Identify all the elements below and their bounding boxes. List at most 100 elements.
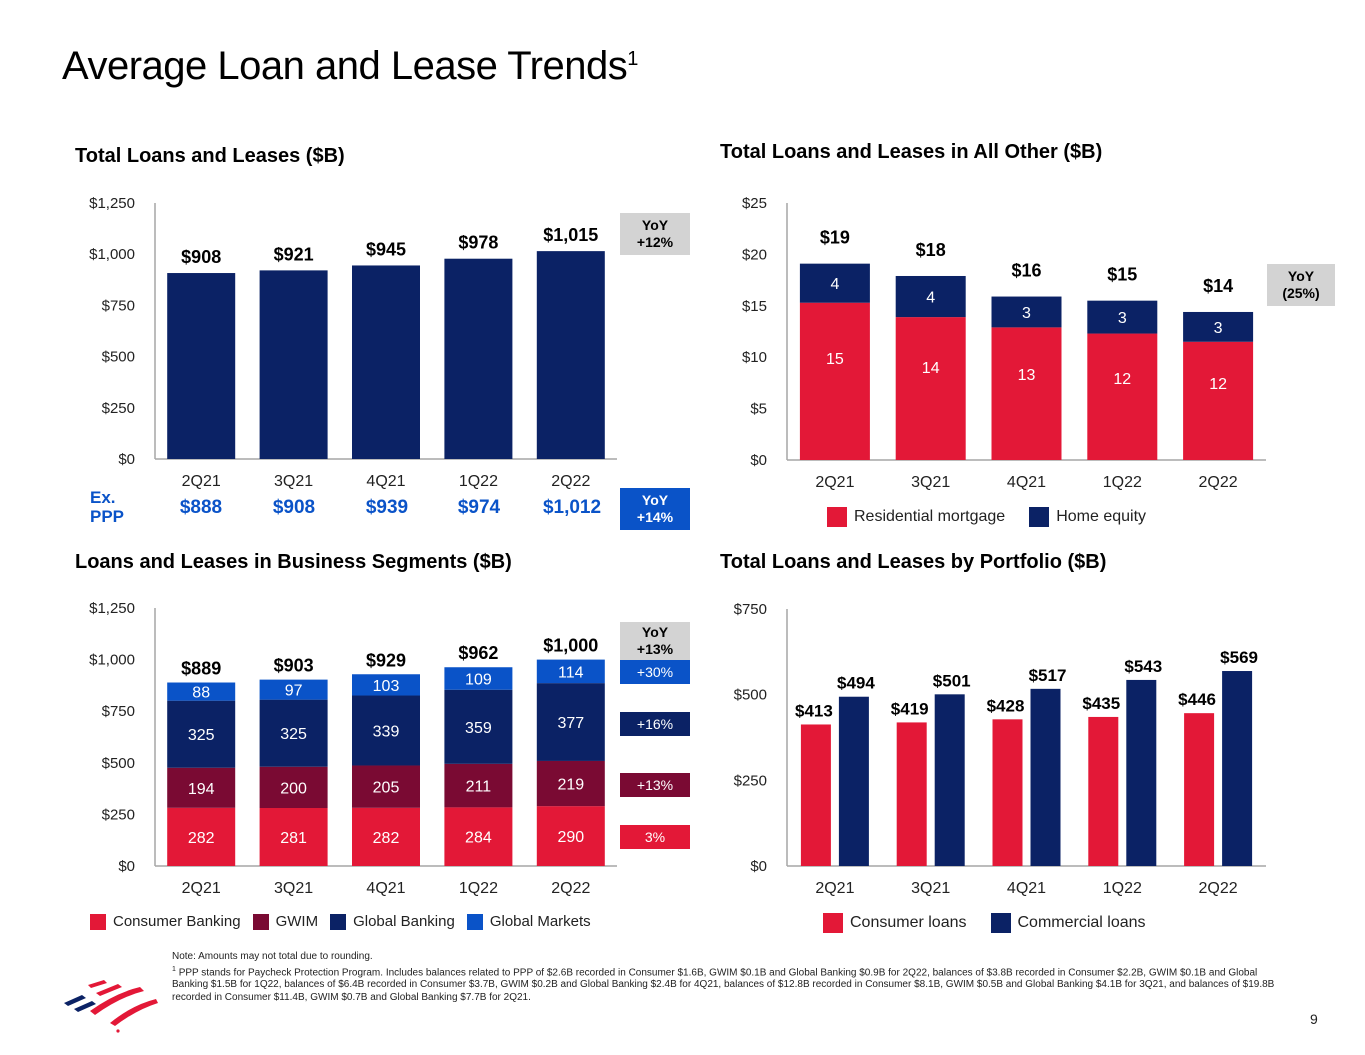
bar-segment xyxy=(536,806,605,866)
x-tick-label: 4Q21 xyxy=(366,473,405,490)
bar-segment xyxy=(1183,311,1254,342)
legend-swatch xyxy=(990,913,1011,933)
legend-item-commercial-loans: Commercial loans xyxy=(990,913,1146,933)
x-tick-label: 1Q22 xyxy=(459,880,498,897)
bar-segment xyxy=(352,695,420,766)
bar-segment xyxy=(536,760,605,807)
y-tick-label: $250 xyxy=(102,400,135,417)
segment-value-label: 200 xyxy=(280,780,307,797)
legend-item-home-equity: Home equity xyxy=(1029,507,1146,527)
bar-segment xyxy=(1087,300,1158,334)
y-tick-label: $750 xyxy=(102,297,135,314)
bar-segment xyxy=(259,808,328,866)
yoy-box-all-other: YoY (25%) xyxy=(1267,264,1335,306)
bar xyxy=(352,265,420,459)
x-tick-label: 2Q21 xyxy=(815,474,854,491)
bar-total-label: $889 xyxy=(181,659,221,679)
segment-value-label: 325 xyxy=(188,727,215,744)
yoy-box-business-segments: YoY +13% xyxy=(620,622,690,660)
legend-all-other: Residential mortgage Home equity xyxy=(827,507,1162,527)
footnote-text: PPP stands for Paycheck Protection Progr… xyxy=(172,966,1275,1003)
bar-total-label: $929 xyxy=(366,650,406,670)
legend-by-portfolio: Consumer loans Commercial loans xyxy=(823,913,1162,933)
ex-ppp-label-line1: Ex. xyxy=(90,488,116,507)
bar xyxy=(800,724,831,866)
bar xyxy=(1222,671,1253,866)
y-tick-label: $0 xyxy=(118,858,135,875)
bar-total-label: $14 xyxy=(1203,276,1233,296)
bar xyxy=(167,273,236,459)
x-tick-label: 2Q22 xyxy=(1199,880,1238,897)
legend-swatch xyxy=(1029,507,1050,527)
segment-value-label: 359 xyxy=(465,720,492,737)
bar-value-label: $1,015 xyxy=(543,225,598,245)
y-tick-label: $1,000 xyxy=(89,246,135,263)
segment-value-label: 194 xyxy=(188,781,215,798)
segment-value-label: 211 xyxy=(466,779,492,796)
segment-value-label: 114 xyxy=(558,664,584,681)
footnote-marker: 1 xyxy=(172,965,176,973)
legend-item-gwim: GWIM xyxy=(252,913,319,930)
yoy-box-ex-ppp: YoY +14% xyxy=(620,488,690,530)
logo-registered-mark xyxy=(116,1029,120,1033)
legend-label: GWIM xyxy=(275,913,319,930)
page-title-text: Average Loan and Lease Trends xyxy=(62,44,628,88)
segment-value-label: 14 xyxy=(922,360,940,377)
y-tick-label: $500 xyxy=(734,687,767,704)
y-tick-label: $20 xyxy=(742,246,767,263)
y-tick-label: $250 xyxy=(734,772,767,789)
bar-value-label: $569 xyxy=(1220,648,1258,667)
x-tick-label: 3Q21 xyxy=(911,474,950,491)
x-tick-label: 3Q21 xyxy=(911,880,950,897)
yoy-value: +13% xyxy=(636,641,674,657)
segment-value-label: 205 xyxy=(373,780,400,797)
logo-navy-stripes xyxy=(64,995,96,1012)
x-tick-label: 3Q21 xyxy=(274,473,313,490)
bar-segment xyxy=(536,683,605,761)
footnote-1: 1 PPP stands for Paycheck Protection Pro… xyxy=(172,964,1282,1005)
bar-segment xyxy=(1183,341,1254,460)
yoy-label: YoY xyxy=(641,624,669,640)
bar-value-label: $446 xyxy=(1178,690,1216,709)
bar-value-label: $543 xyxy=(1124,657,1162,676)
bar xyxy=(1030,688,1061,866)
bar-segment xyxy=(444,689,513,764)
y-tick-label: $500 xyxy=(102,349,135,366)
bar-value-label: $908 xyxy=(181,247,221,267)
y-tick-label: $5 xyxy=(750,401,767,418)
x-tick-label: 1Q22 xyxy=(1103,474,1142,491)
legend-swatch xyxy=(90,913,106,930)
bar-total-label: $15 xyxy=(1107,265,1137,285)
bank-flag-logo xyxy=(64,980,158,1033)
bar-segment xyxy=(895,317,966,460)
bar-segment xyxy=(799,302,870,460)
segment-value-label: 13 xyxy=(1018,367,1036,384)
segment-value-label: 284 xyxy=(465,830,492,847)
ex-ppp-value: $1,012 xyxy=(542,497,602,518)
y-tick-label: $0 xyxy=(750,452,767,469)
footnote-note: Note: Amounts may not total due to round… xyxy=(172,951,373,962)
legend-item-global-banking: Global Banking xyxy=(330,913,455,930)
bar-segment xyxy=(536,659,605,684)
bar-total-label: $1,000 xyxy=(543,636,598,656)
yoy-value: (25%) xyxy=(1282,285,1320,301)
bar xyxy=(444,258,513,459)
bar-value-label: $494 xyxy=(837,674,875,693)
legend-item-consumer-loans: Consumer loans xyxy=(823,913,967,933)
x-tick-label: 2Q22 xyxy=(551,880,590,897)
bar-segment xyxy=(799,263,870,303)
y-tick-label: $0 xyxy=(118,451,135,468)
legend-swatch xyxy=(252,913,269,930)
segment-value-label: 377 xyxy=(557,715,584,732)
bar-segment xyxy=(444,763,513,808)
legend-swatch xyxy=(330,913,347,930)
segment-value-label: 219 xyxy=(557,777,584,794)
segment-value-label: 97 xyxy=(285,683,303,700)
title-footnote-marker: 1 xyxy=(627,48,638,70)
chart-title-all-other: Total Loans and Leases in All Other ($B) xyxy=(720,141,1103,163)
bar-segment xyxy=(259,699,328,767)
x-tick-label: 4Q21 xyxy=(1007,474,1046,491)
legend-item-consumer-banking: Consumer Banking xyxy=(90,913,241,930)
